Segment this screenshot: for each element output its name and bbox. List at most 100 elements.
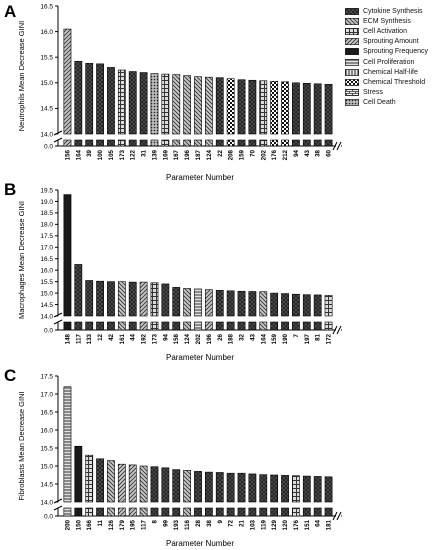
x-tick-label: 164 bbox=[75, 149, 82, 160]
y-tick-label: 17.0 bbox=[40, 245, 53, 252]
bar-base bbox=[281, 507, 289, 517]
x-tick-label: 176 bbox=[293, 519, 300, 530]
y-tick-label: 14.0 bbox=[40, 131, 53, 138]
x-tick-label: 150 bbox=[75, 519, 82, 530]
x-tick-label: 169 bbox=[162, 149, 169, 160]
bar-base bbox=[215, 507, 224, 517]
y-tick-label: 14.0 bbox=[40, 313, 53, 320]
x-tick-label: 151 bbox=[304, 519, 311, 530]
bar bbox=[183, 288, 192, 317]
bar-base bbox=[302, 507, 311, 517]
x-tick-label: 190 bbox=[282, 333, 289, 344]
bar bbox=[63, 28, 72, 135]
x-tick-label: 94 bbox=[162, 333, 169, 340]
bar-base bbox=[237, 507, 246, 517]
bar-base bbox=[117, 507, 126, 517]
y-axis-label: Macrophages Mean Decrease GINI bbox=[17, 201, 26, 319]
legend-label: Cell Death bbox=[363, 99, 396, 107]
bar-base bbox=[313, 321, 322, 331]
x-tick-label: 159 bbox=[239, 149, 246, 160]
bar-base bbox=[96, 321, 104, 331]
x-tick-label: 116 bbox=[184, 519, 191, 530]
x-tick-label: 31 bbox=[141, 149, 148, 156]
legend-item: Cytokine Synthesis bbox=[345, 6, 437, 16]
bar bbox=[237, 472, 246, 503]
bar-base bbox=[161, 507, 170, 517]
x-tick-label: 176 bbox=[271, 149, 278, 160]
y-tick-label: 15.0 bbox=[40, 80, 53, 87]
bar-base bbox=[85, 507, 94, 517]
bar-base bbox=[226, 321, 235, 331]
legend-swatch bbox=[345, 48, 359, 56]
x-tick-label: 187 bbox=[195, 149, 202, 160]
bar-base bbox=[74, 507, 83, 517]
x-tick-label: 117 bbox=[141, 519, 148, 530]
bar-base bbox=[74, 321, 83, 331]
x-tick-label: 193 bbox=[173, 519, 180, 530]
bar-base bbox=[281, 139, 289, 147]
bar bbox=[107, 281, 115, 317]
chart-panel-c: 0.0 14.0 14.5 15.0 15.5 16.0 16.5 17.0 17.5 200 15… bbox=[17, 373, 342, 548]
bar-base bbox=[204, 507, 213, 517]
y-tick-label: 18.0 bbox=[40, 222, 53, 229]
x-tick-label: 38 bbox=[206, 519, 213, 526]
legend-label: Sprouting Amount bbox=[363, 38, 419, 46]
legend-item: Cell Proliferation bbox=[345, 57, 437, 67]
x-tick-label: 39 bbox=[86, 149, 93, 156]
bar-base bbox=[324, 139, 333, 147]
bar bbox=[313, 83, 322, 135]
bar-base bbox=[63, 139, 72, 147]
x-tick-label: 166 bbox=[86, 519, 93, 530]
bar bbox=[172, 469, 181, 503]
x-tick-label: 60 bbox=[326, 149, 333, 156]
bar bbox=[324, 295, 333, 317]
axis-break-mark bbox=[53, 130, 63, 143]
y-tick-label: 18.5 bbox=[40, 210, 53, 217]
bar-base bbox=[150, 139, 159, 147]
x-tick-label: 70 bbox=[249, 149, 256, 156]
bar-base bbox=[96, 507, 104, 517]
x-tick-label: 212 bbox=[282, 149, 289, 160]
y-tick-label: 15.5 bbox=[40, 445, 53, 452]
bar-base bbox=[63, 507, 72, 517]
x-tick-label: 103 bbox=[249, 519, 256, 530]
bar bbox=[139, 281, 148, 317]
bar-base bbox=[248, 507, 257, 517]
x-tick-label: 164 bbox=[260, 333, 267, 344]
x-tick-label: 156 bbox=[64, 149, 71, 160]
bar bbox=[63, 386, 72, 503]
bar-base bbox=[139, 321, 148, 331]
bar bbox=[259, 291, 268, 317]
bar bbox=[292, 293, 300, 317]
panel-letter-c: C bbox=[4, 366, 17, 385]
bar-base bbox=[226, 139, 235, 147]
x-axis-label: Parameter Number bbox=[166, 353, 234, 362]
y-tick-label: 15.5 bbox=[40, 279, 53, 286]
bar bbox=[96, 458, 104, 503]
bar bbox=[292, 475, 300, 503]
legend-label: Stress bbox=[363, 89, 383, 97]
bar bbox=[226, 472, 235, 503]
x-tick-label: 100 bbox=[97, 149, 104, 160]
bar bbox=[139, 72, 148, 135]
legend-swatch bbox=[345, 79, 359, 86]
bar bbox=[150, 466, 159, 503]
bar bbox=[324, 84, 333, 135]
bar bbox=[248, 79, 257, 135]
x-tick-label: 28 bbox=[195, 519, 202, 526]
bar bbox=[204, 471, 213, 503]
legend-swatch bbox=[345, 68, 359, 76]
y-tick-label: 16.5 bbox=[40, 3, 53, 10]
x-tick-label: 148 bbox=[64, 333, 71, 344]
x-tick-label: 99 bbox=[162, 519, 169, 526]
bar-base bbox=[128, 321, 137, 331]
x-axis-break-mark bbox=[332, 141, 342, 151]
x-tick-label: 43 bbox=[249, 333, 256, 340]
x-axis-label: Parameter Number bbox=[166, 539, 234, 548]
bar bbox=[226, 290, 235, 317]
legend-swatch bbox=[345, 38, 359, 46]
x-tick-label: 105 bbox=[108, 149, 115, 160]
bar bbox=[281, 475, 289, 503]
